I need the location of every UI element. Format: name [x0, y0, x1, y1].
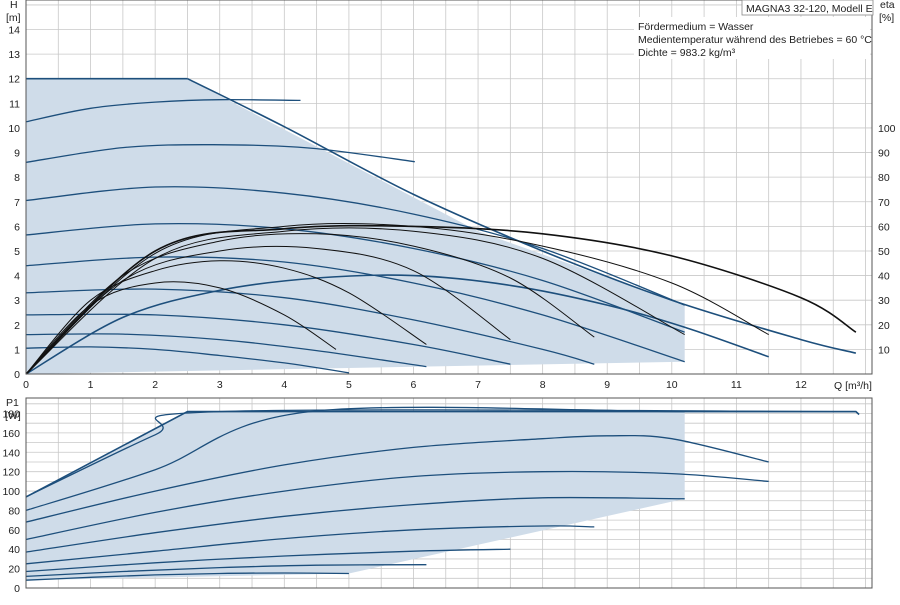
p1-tick-label: 120 [2, 467, 20, 479]
bottom-plot-frame [25, 397, 873, 589]
p1-axis-name: P1 [6, 397, 19, 409]
power-curve-10 [25, 410, 860, 498]
power-curve-2 [25, 564, 427, 578]
head-curve-11 [187, 77, 857, 354]
medium-info-backdrop [634, 17, 870, 59]
h-tick-label: 4 [14, 271, 20, 283]
head-curve-9 [25, 98, 301, 123]
power-curve-7 [25, 434, 769, 523]
h-tick-label: 11 [9, 98, 20, 110]
h-tick-label: 9 [14, 148, 20, 160]
h-tick-label: 3 [14, 295, 20, 307]
q-tick-label: 6 [411, 379, 417, 391]
h-tick-label: 6 [14, 221, 20, 233]
power-curve-4 [25, 525, 595, 565]
head-curve-4 [25, 288, 595, 365]
eta-tick-label: 70 [878, 197, 890, 209]
head-curve-1 [25, 346, 350, 374]
power-curve-5 [25, 496, 685, 553]
head-curve-7 [25, 186, 685, 306]
h-tick-label: 5 [14, 246, 20, 258]
q-tick-label: 11 [731, 379, 742, 391]
p1-tick-label: 20 [8, 564, 20, 576]
q-tick-label: 3 [217, 379, 223, 391]
efficiency-curve-5 [25, 227, 685, 375]
p1-tick-label: 60 [8, 525, 20, 537]
h-tick-label: 0 [14, 369, 20, 381]
q-tick-label: 10 [666, 379, 678, 391]
power-curve-1 [25, 572, 349, 581]
eta-tick-label: 90 [878, 148, 890, 160]
q-tick-label: 5 [346, 379, 352, 391]
power-curve-6 [25, 470, 769, 541]
h-tick-label: 2 [14, 320, 20, 332]
head-curve-8 [25, 144, 415, 164]
q-tick-label: 12 [795, 379, 807, 391]
efficiency-curve-7 [25, 224, 857, 375]
q-tick-label: 8 [540, 379, 546, 391]
q-tick-label: 0 [23, 379, 29, 391]
p1-tick-label: 40 [8, 544, 20, 556]
q-tick-label: 9 [604, 379, 610, 391]
eta-tick-label: 80 [878, 172, 890, 184]
medium-line: Fördermedium = Wasser [638, 21, 754, 33]
q-tick-label: 2 [152, 379, 158, 391]
eta-tick-label: 40 [878, 271, 890, 283]
p1-tick-label: 80 [8, 505, 20, 517]
h-tick-label: 1 [14, 344, 20, 356]
h-tick-label: 8 [14, 172, 20, 184]
efficiency-curve-2 [25, 260, 427, 375]
q-axis-label: Q [m³/h] [834, 380, 872, 392]
p1-tick-label: 0 [14, 583, 20, 595]
temperature-line: Medientemperatur während des Betriebes =… [638, 34, 872, 46]
model-title-box [741, 0, 874, 16]
q-tick-label: 1 [88, 379, 94, 391]
h-tick-label: 14 [8, 25, 20, 37]
head-curve-6 [25, 222, 685, 333]
p1-tick-label: 140 [2, 447, 20, 459]
p1-axis-unit: [W] [5, 410, 21, 422]
eta-tick-label: 50 [878, 246, 890, 258]
q-tick-label: 7 [475, 379, 481, 391]
eta-tick-label: 60 [878, 221, 890, 233]
h-tick-label: 13 [8, 49, 20, 61]
head-curve-3 [25, 313, 511, 365]
p1-tick-label: 100 [2, 486, 20, 498]
efficiency-curve-1 [25, 281, 337, 375]
q-tick-label: 4 [281, 379, 287, 391]
eta-axis-unit: [%] [879, 12, 894, 24]
eta-tick-label: 30 [878, 295, 890, 307]
head-curve-5 [25, 256, 685, 363]
bottom-operating-area [26, 411, 685, 581]
eta-tick-label: 10 [878, 344, 890, 356]
h-tick-label: 12 [8, 74, 20, 86]
density-line: Dichte = 983.2 kg/m³ [638, 47, 736, 59]
p1-tick-label: 180 [2, 409, 20, 421]
model-title: MAGNA3 32-120, Modell E [746, 3, 873, 15]
h-tick-label: 10 [8, 123, 20, 135]
p1-tick-label: 160 [2, 428, 20, 440]
eta-tick-label: 100 [878, 123, 896, 135]
power-chart: 0 20 40 60 80 100 120 140 160 180 [2, 397, 873, 595]
eta-axis-name: eta [880, 0, 895, 11]
top-plot-frame [25, 0, 873, 375]
h-axis-name: H [10, 0, 18, 11]
h-axis-unit: [m] [6, 12, 21, 24]
eta-tick-label: 20 [878, 320, 890, 332]
h-tick-label: 7 [14, 197, 20, 209]
power-curve-3 [25, 548, 511, 573]
